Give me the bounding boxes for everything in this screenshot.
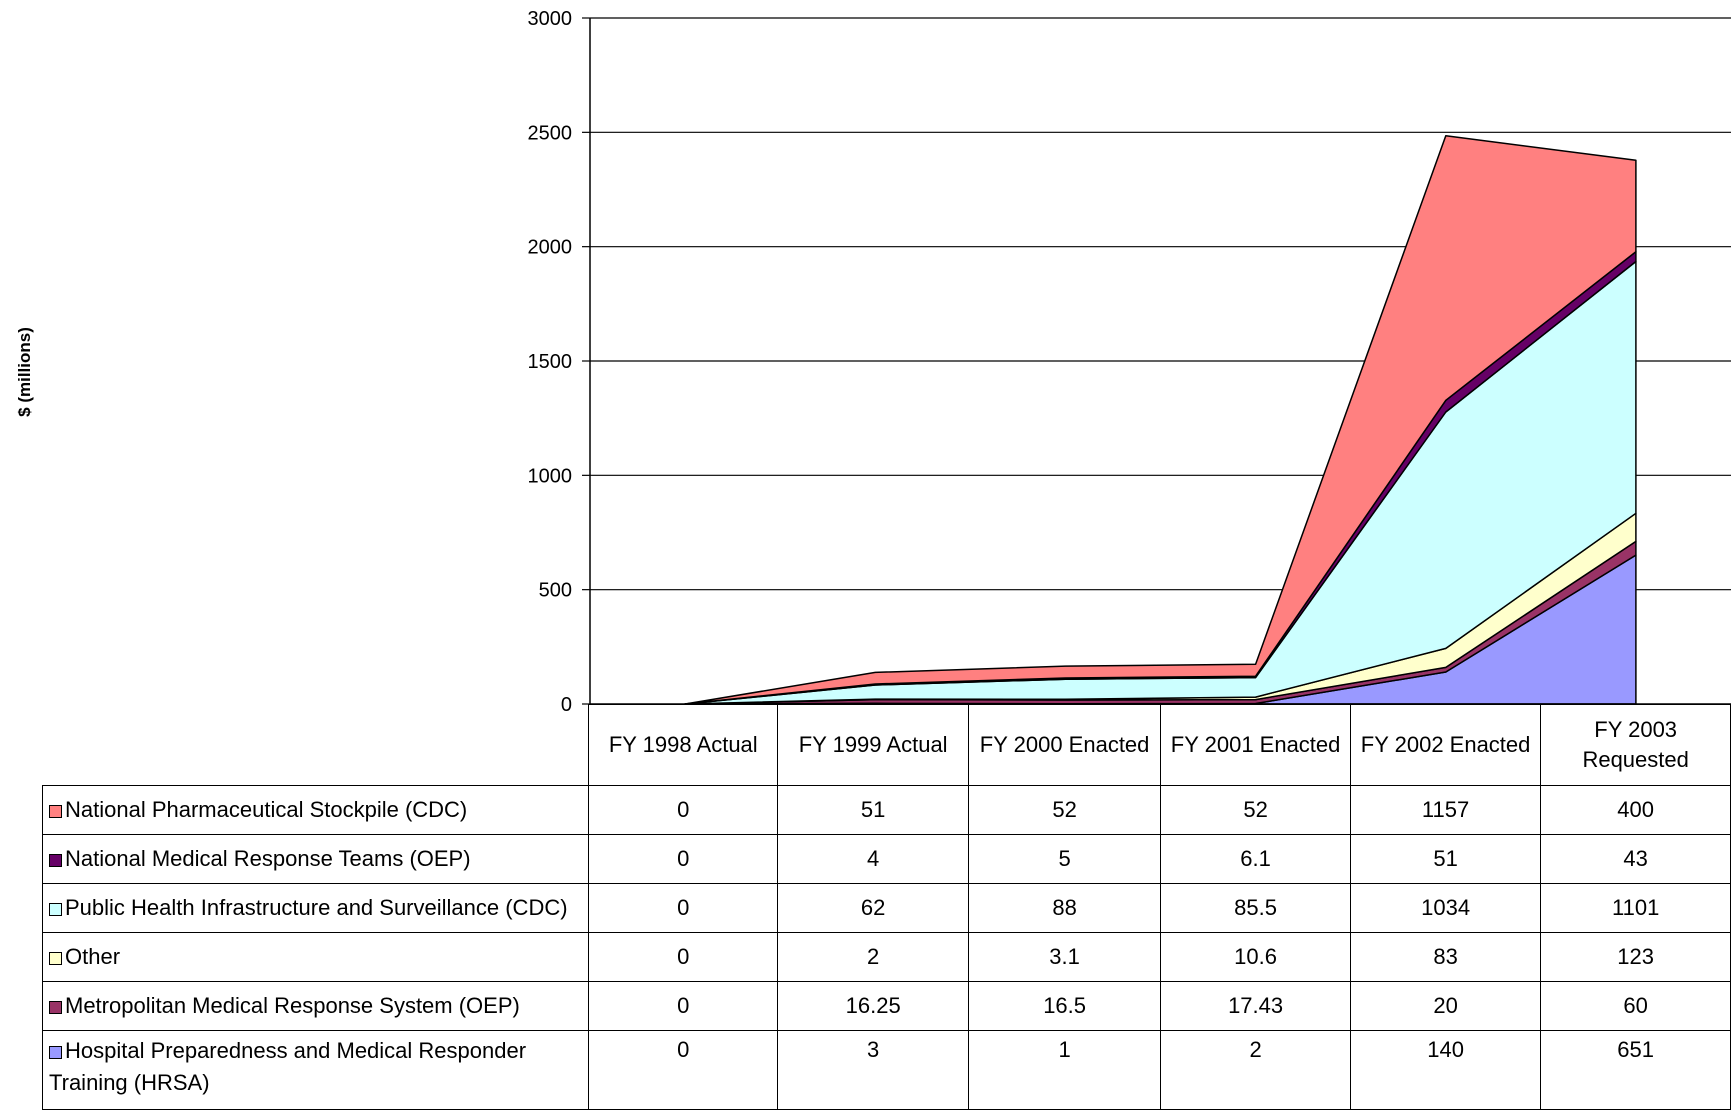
y-tick-label: 3000: [528, 8, 573, 30]
data-label: 51: [1349, 834, 1542, 884]
data-label: 83: [1349, 932, 1542, 982]
data-label: 140: [1349, 1030, 1542, 1110]
data-label: 0: [588, 981, 779, 1031]
data-label: 400: [1540, 785, 1731, 835]
data-label: 51: [777, 785, 969, 835]
stacked-areas: [684, 135, 1637, 705]
data-label: 5: [967, 834, 1162, 884]
table-row: National Pharmaceutical Stockpile (CDC) 0…: [41, 785, 1731, 835]
x-category-label: FY 2002 Enacted: [1349, 704, 1542, 786]
series-name: Other: [65, 944, 121, 969]
data-label: 3.1: [967, 932, 1162, 982]
y-tick-labels: 0 500 1000 1500 2000 2500 3000: [528, 8, 573, 716]
y-axis-label: $ (millions): [15, 327, 34, 417]
table-row: National Medical Response Teams (OEP) 0 4 5…: [41, 834, 1731, 884]
area-series: [684, 135, 1637, 705]
legend-swatch: [49, 1046, 62, 1059]
table-row: Metropolitan Medical Response System (OE…: [41, 981, 1731, 1031]
data-label: 0: [588, 1030, 779, 1110]
table-body: National Pharmaceutical Stockpile (CDC) 0…: [41, 785, 1731, 1110]
data-label: 62: [777, 883, 969, 933]
data-label: 4: [777, 834, 969, 884]
legend-entry: Hospital Preparedness and Medical Respon…: [41, 1030, 590, 1110]
legend-swatch: [49, 903, 62, 916]
y-tick-label: 2500: [528, 122, 573, 144]
y-tick-label: 0: [561, 694, 572, 716]
legend-swatch: [49, 952, 62, 965]
data-label: 2: [1160, 1030, 1351, 1110]
data-label: 52: [1160, 785, 1351, 835]
y-tick-label: 500: [539, 580, 572, 602]
legend-entry: Other: [41, 932, 590, 982]
data-label: 1034: [1349, 883, 1542, 933]
data-label: 52: [967, 785, 1162, 835]
data-label: 16.5: [967, 981, 1162, 1031]
data-label: 2: [777, 932, 969, 982]
x-category-label: FY 1998 Actual: [588, 704, 779, 786]
y-tick-label: 1000: [528, 465, 573, 487]
series-name: National Medical Response Teams (OEP): [65, 846, 471, 871]
data-label: 1101: [1540, 883, 1731, 933]
legend-swatch: [49, 805, 62, 818]
x-category-label: FY 2003 Requested: [1540, 704, 1731, 786]
data-label: 1157: [1349, 785, 1542, 835]
data-label: 17.43: [1160, 981, 1351, 1031]
series-name: Hospital Preparedness and Medical Respon…: [49, 1038, 527, 1095]
data-label: 0: [588, 883, 779, 933]
table-row: Hospital Preparedness and Medical Respon…: [41, 1030, 1731, 1110]
data-label: 43: [1540, 834, 1731, 884]
data-label: 85.5: [1160, 883, 1351, 933]
data-label: 88: [967, 883, 1162, 933]
legend-entry: National Pharmaceutical Stockpile (CDC): [41, 785, 590, 835]
legend-entry: Public Health Infrastructure and Surveil…: [41, 883, 590, 933]
legend-swatch: [49, 1001, 62, 1014]
x-category-label: FY 2000 Enacted: [967, 704, 1162, 786]
data-label: 20: [1349, 981, 1542, 1031]
legend-entry: Metropolitan Medical Response System (OE…: [41, 981, 590, 1031]
data-label: 1: [967, 1030, 1162, 1110]
data-label: 0: [588, 834, 779, 884]
legend-entry: National Medical Response Teams (OEP): [41, 834, 590, 884]
data-label: 6.1: [1160, 834, 1351, 884]
y-tick-label: 1500: [528, 351, 573, 373]
y-tick-label: 2000: [528, 237, 573, 259]
data-label: 0: [588, 785, 779, 835]
data-label: 16.25: [777, 981, 969, 1031]
data-label: 0: [588, 932, 779, 982]
table-header-row: FY 1998 Actual FY 1999 Actual FY 2000 Enac…: [43, 704, 1731, 786]
series-name: National Pharmaceutical Stockpile (CDC): [65, 797, 468, 822]
data-label: 10.6: [1160, 932, 1351, 982]
x-category-label: FY 1999 Actual: [777, 704, 969, 786]
data-label: 60: [1540, 981, 1731, 1031]
data-label: 3: [777, 1030, 969, 1110]
legend-swatch: [49, 854, 62, 867]
data-label: 651: [1540, 1030, 1731, 1110]
series-name: Public Health Infrastructure and Surveil…: [65, 895, 568, 920]
x-category-label: FY 2001 Enacted: [1160, 704, 1351, 786]
table-row: Other 0 2 3.1 10.6 83 123: [41, 932, 1731, 982]
table-row: Public Health Infrastructure and Surveil…: [41, 883, 1731, 933]
table-corner: [43, 705, 589, 786]
data-table: FY 1998 Actual FY 1999 Actual FY 2000 Enac…: [41, 704, 1731, 1110]
data-label: 123: [1540, 932, 1731, 982]
series-name: Metropolitan Medical Response System (OE…: [65, 993, 520, 1018]
